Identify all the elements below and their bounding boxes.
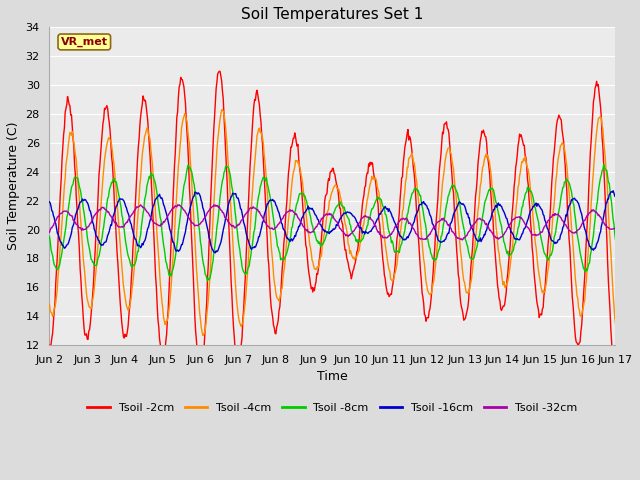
Tsoil -32cm [380,235,387,240]
Tsoil -2cm [170,180,177,186]
Tsoil -2cm [324,176,332,181]
Tsoil -4cm [381,235,388,240]
Tsoil -2cm [561,152,568,158]
Tsoil -8cm [204,278,211,284]
Tsoil -16cm [324,230,332,236]
Tsoil -8cm [194,215,202,221]
Tsoil -32cm [612,225,620,230]
Line: Tsoil -32cm: Tsoil -32cm [49,205,616,240]
Line: Tsoil -2cm: Tsoil -2cm [49,71,616,381]
Tsoil -2cm [216,68,223,74]
Line: Tsoil -8cm: Tsoil -8cm [49,165,616,281]
Tsoil -8cm [170,264,177,269]
Tsoil -16cm [612,194,620,200]
Tsoil -4cm [326,198,333,204]
Tsoil -32cm [436,218,444,224]
Tsoil -4cm [194,287,202,293]
Legend: Tsoil -2cm, Tsoil -4cm, Tsoil -8cm, Tsoil -16cm, Tsoil -32cm: Tsoil -2cm, Tsoil -4cm, Tsoil -8cm, Tsoi… [83,398,582,417]
Line: Tsoil -4cm: Tsoil -4cm [49,110,616,336]
Tsoil -2cm [380,263,387,268]
Tsoil -16cm [211,250,219,256]
Tsoil -32cm [175,202,183,208]
Tsoil -32cm [561,221,569,227]
Tsoil -8cm [612,237,620,242]
Tsoil -4cm [612,321,620,327]
Tsoil -16cm [45,199,53,204]
Tsoil -4cm [45,301,53,307]
Tsoil -32cm [195,221,203,227]
Tsoil -4cm [436,210,444,216]
Tsoil -16cm [194,190,202,196]
Tsoil -16cm [380,205,387,211]
X-axis label: Time: Time [317,371,348,384]
Tsoil -8cm [561,180,568,185]
Text: VR_met: VR_met [61,37,108,47]
Tsoil -4cm [219,107,227,113]
Tsoil -16cm [609,188,617,193]
Tsoil -2cm [612,378,620,384]
Tsoil -8cm [600,162,607,168]
Tsoil -2cm [45,342,53,348]
Tsoil -4cm [561,150,569,156]
Tsoil -32cm [324,212,332,217]
Tsoil -4cm [199,333,207,338]
Tsoil -16cm [561,219,568,225]
Tsoil -8cm [436,246,444,252]
Tsoil -32cm [458,237,466,243]
Tsoil -8cm [324,228,332,234]
Tsoil -2cm [194,357,202,363]
Tsoil -16cm [170,240,177,245]
Tsoil -2cm [436,167,444,173]
Line: Tsoil -16cm: Tsoil -16cm [49,191,616,253]
Tsoil -8cm [45,234,53,240]
Tsoil -32cm [170,205,177,211]
Tsoil -4cm [170,245,177,251]
Y-axis label: Soil Temperature (C): Soil Temperature (C) [7,122,20,251]
Tsoil -32cm [45,229,53,235]
Tsoil -16cm [436,238,444,244]
Title: Soil Temperatures Set 1: Soil Temperatures Set 1 [241,7,424,22]
Tsoil -8cm [380,204,387,210]
